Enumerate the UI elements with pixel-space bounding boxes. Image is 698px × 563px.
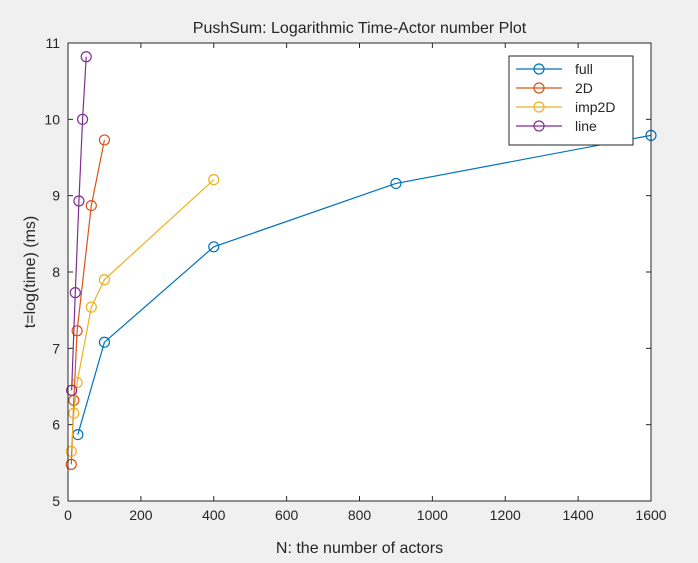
x-axis-label: N: the number of actors [276,540,443,557]
data-point [80,51,92,63]
series-layer [65,51,657,470]
plot-frame [67,42,652,502]
series-line [66,51,92,396]
legend-label: 2D [575,80,593,96]
data-point [85,301,97,313]
y-tick-label: 10 [44,111,60,127]
y-tick-label: 11 [45,35,60,51]
data-point [65,458,77,470]
legend-box [508,55,634,146]
x-tick-label: 800 [348,507,372,523]
data-point [98,134,111,146]
legend-item-2d: 2D [516,80,593,96]
legend-item-line: line [516,118,597,134]
legend-item-full: full [516,61,593,77]
data-point [98,336,111,348]
x-tick-label: 200 [129,507,153,523]
legend-label: line [575,118,597,134]
legend-swatch-marker [533,82,545,94]
tick-layer: 0 200 400 600 800 1000 1200 1400 1600 5 6 7 8 9 10 11 [44,35,666,523]
y-tick-label: 8 [52,264,60,280]
x-tick-label: 1600 [635,507,666,523]
legend-swatch-marker [533,63,545,75]
legend-label: full [575,61,593,77]
data-point [208,174,220,186]
data-point [390,177,402,190]
data-point [98,274,111,286]
data-point [208,241,220,253]
x-tick-label: 0 [64,507,72,523]
x-tick-label: 1400 [563,507,594,523]
data-point [65,445,77,457]
y-tick-label: 9 [52,188,60,204]
data-point [73,195,85,207]
x-tick-label: 1000 [417,507,448,523]
series-imp2d [65,174,220,457]
y-tick-label: 5 [52,493,60,509]
data-point [68,407,80,419]
series-line [71,56,87,391]
legend: full 2D imp2D line [508,55,634,146]
y-tick-label: 6 [52,417,60,433]
series-line [70,179,215,452]
y-tick-label: 7 [52,340,60,356]
legend-swatch-marker [533,120,545,132]
data-point [66,384,78,396]
x-tick-label: 1200 [490,507,521,523]
y-axis-label: t=log(time) (ms) [22,216,39,328]
legend-swatch-marker [533,101,545,113]
data-point [85,199,97,212]
series-line [77,134,652,435]
legend-item-imp2d: imp2D [516,99,615,115]
x-tick-label: 600 [275,507,299,523]
legend-label: imp2D [575,99,615,115]
data-point [76,113,89,125]
chart-title: PushSum: Logarithmic Time-Actor number P… [193,20,527,37]
data-point [71,325,83,337]
data-point [69,287,81,299]
x-tick-label: 400 [202,507,226,523]
